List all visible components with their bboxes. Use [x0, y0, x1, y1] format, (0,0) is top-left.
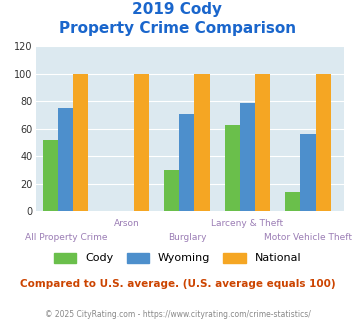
- Bar: [285, 192, 300, 211]
- Text: Motor Vehicle Theft: Motor Vehicle Theft: [264, 233, 352, 242]
- Bar: [43, 140, 58, 211]
- Bar: [316, 74, 331, 211]
- Text: All Property Crime: All Property Crime: [24, 233, 107, 242]
- Bar: [179, 114, 195, 211]
- Legend: Cody, Wyoming, National: Cody, Wyoming, National: [54, 253, 301, 263]
- Text: Burglary: Burglary: [168, 233, 206, 242]
- Bar: [195, 74, 209, 211]
- Text: © 2025 CityRating.com - https://www.cityrating.com/crime-statistics/: © 2025 CityRating.com - https://www.city…: [45, 310, 310, 319]
- Bar: [164, 170, 179, 211]
- Text: 2019 Cody: 2019 Cody: [132, 2, 223, 16]
- Text: Property Crime Comparison: Property Crime Comparison: [59, 21, 296, 36]
- Text: Arson: Arson: [114, 219, 139, 228]
- Bar: [73, 74, 88, 211]
- Text: Larceny & Theft: Larceny & Theft: [211, 219, 284, 228]
- Bar: [240, 103, 255, 211]
- Text: Compared to U.S. average. (U.S. average equals 100): Compared to U.S. average. (U.S. average …: [20, 279, 335, 289]
- Bar: [134, 74, 149, 211]
- Bar: [300, 134, 316, 211]
- Bar: [255, 74, 270, 211]
- Bar: [225, 124, 240, 211]
- Bar: [58, 108, 73, 211]
